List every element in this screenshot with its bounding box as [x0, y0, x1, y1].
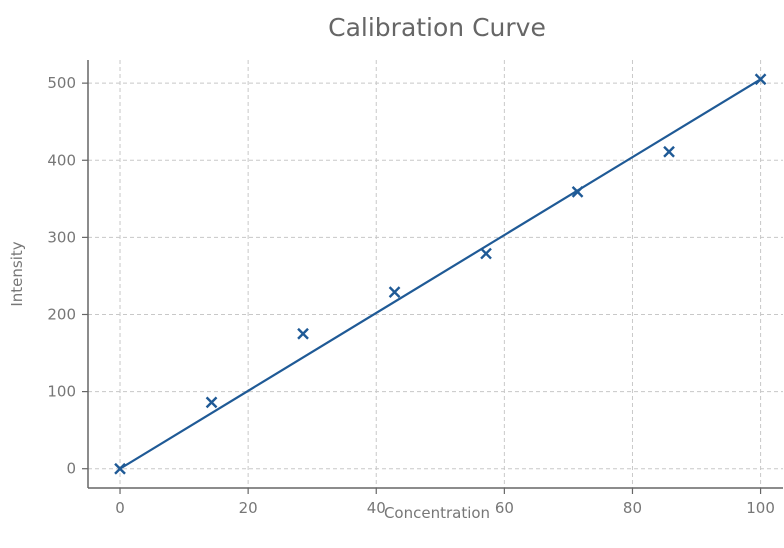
y-tick-label: 200	[47, 305, 76, 323]
y-tick-label: 0	[66, 460, 76, 478]
x-tick-label: 20	[239, 499, 258, 517]
y-tick-label: 300	[47, 228, 76, 246]
x-tick-label: 40	[367, 499, 386, 517]
data-point	[114, 462, 126, 475]
axis-ticks: 0 20 40 60 80 100 0 100 200 300 400 500	[47, 74, 775, 517]
y-axis-label: Intensity	[8, 241, 26, 306]
data-point	[754, 73, 767, 86]
x-axis-label: Concentration	[384, 504, 490, 522]
data-points	[114, 73, 767, 475]
x-tick-label: 0	[115, 499, 125, 517]
fit-line-group	[119, 78, 762, 470]
x-tick-label: 100	[746, 499, 775, 517]
data-point	[571, 186, 584, 198]
x-tick-label: 60	[495, 499, 514, 517]
y-tick-label: 100	[47, 383, 76, 401]
grid-lines	[88, 60, 783, 488]
y-tick-label: 500	[47, 74, 76, 92]
data-point	[388, 286, 401, 298]
y-tick-label: 400	[47, 151, 76, 169]
data-point	[480, 247, 492, 260]
data-point	[205, 396, 218, 409]
data-point	[663, 145, 675, 158]
axes-spines	[87, 60, 783, 489]
data-point	[297, 327, 309, 340]
chart-title: Calibration Curve	[328, 13, 546, 42]
x-tick-label: 80	[623, 499, 642, 517]
fit-line	[119, 78, 762, 470]
